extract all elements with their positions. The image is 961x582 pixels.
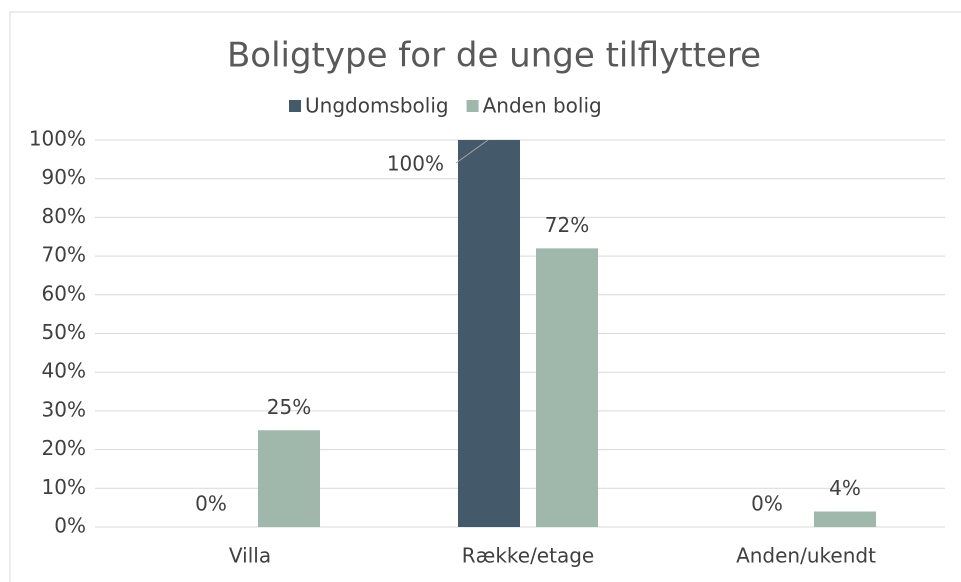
y-tick-label: 50% xyxy=(42,320,86,344)
chart-title: Boligtype for de unge tilflyttere xyxy=(227,36,761,76)
data-label: 25% xyxy=(267,395,311,419)
bar xyxy=(814,511,876,527)
data-label: 100% xyxy=(387,152,444,176)
x-tick-label: Anden/ukendt xyxy=(736,544,876,568)
data-label: 0% xyxy=(195,492,227,516)
y-tick-label: 0% xyxy=(54,514,86,538)
chart-border xyxy=(9,11,961,582)
y-tick-label: 70% xyxy=(42,243,86,267)
y-tick-label: 40% xyxy=(42,359,86,383)
legend-label: Ungdomsbolig xyxy=(305,94,449,118)
data-label: 72% xyxy=(545,213,589,237)
y-tick-label: 20% xyxy=(42,436,86,460)
data-label: 0% xyxy=(751,492,783,516)
legend-label: Anden bolig xyxy=(483,94,602,118)
y-tick-label: 10% xyxy=(42,475,86,499)
bar xyxy=(536,248,598,528)
data-label: 4% xyxy=(829,476,861,500)
bar xyxy=(458,140,520,527)
y-tick-label: 60% xyxy=(42,281,86,305)
y-tick-label: 90% xyxy=(42,165,86,189)
legend-swatch xyxy=(466,100,479,112)
y-tick-label: 80% xyxy=(42,204,86,228)
x-tick-label: Række/etage xyxy=(462,544,594,568)
bar xyxy=(258,430,320,527)
legend-swatch xyxy=(289,100,301,112)
y-tick-label: 100% xyxy=(29,127,86,151)
y-tick-label: 30% xyxy=(42,397,86,421)
x-tick-label: Villa xyxy=(229,544,271,568)
leader-line xyxy=(455,139,489,164)
